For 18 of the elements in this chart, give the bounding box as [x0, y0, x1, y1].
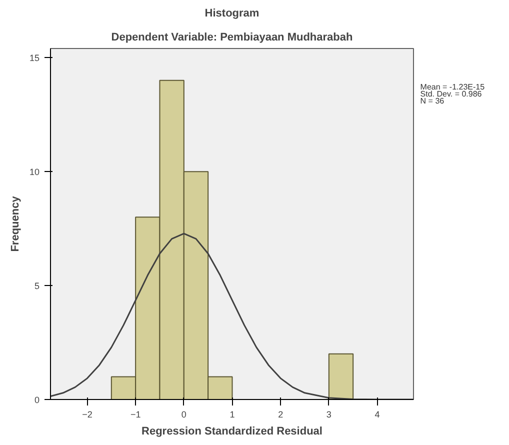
text: Std. Dev. = 0.986: [420, 89, 482, 98]
x-axis-title: Regression Standardized Residual: [142, 426, 322, 438]
x-tick-label: −1: [130, 410, 141, 420]
text: N = 36: [420, 96, 445, 106]
x-tick-label: 4: [374, 410, 380, 420]
x-tick-label: 1: [230, 410, 235, 420]
y-axis-title: Frequency: [9, 195, 22, 252]
y-tick-label: 0: [34, 395, 40, 405]
x-tick-label: 3: [326, 410, 332, 420]
x-tick-label: 2: [278, 410, 284, 420]
chart-subtitle: Dependent Variable: Pembiayaan Mudharabah: [111, 32, 354, 44]
chart-title: Histogram: [204, 8, 260, 20]
x-tick-label: −2: [82, 410, 92, 420]
x-tick-label: 0: [181, 410, 186, 420]
text: Mean = -1.23E-15: [420, 82, 486, 92]
y-tick-label: 10: [29, 167, 40, 178]
y-tick-label: 15: [29, 53, 40, 64]
y-tick-label: 5: [34, 281, 40, 292]
